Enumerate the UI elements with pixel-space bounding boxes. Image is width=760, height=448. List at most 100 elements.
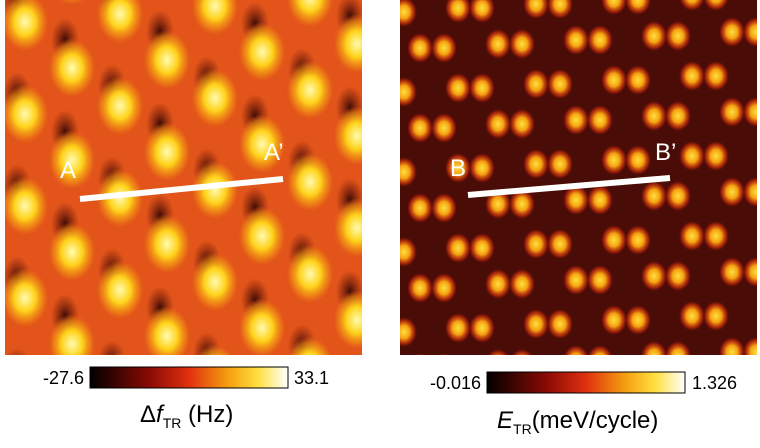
- blob: [469, 153, 495, 183]
- colorbar-min: -27.6: [43, 368, 84, 388]
- blob: [563, 345, 589, 355]
- blob: [601, 0, 627, 15]
- blob: [703, 141, 729, 171]
- blob: [703, 61, 729, 91]
- blob: [445, 393, 471, 423]
- blob: [5, 268, 49, 328]
- blob: [367, 237, 393, 267]
- blob: [238, 114, 286, 174]
- blob: [665, 341, 691, 355]
- blob: [353, 357, 379, 387]
- blob: [407, 193, 433, 223]
- blob: [509, 189, 535, 219]
- image-left: [0, 0, 364, 420]
- unit: (Hz): [181, 401, 233, 428]
- marker: B: [450, 155, 466, 182]
- blob: [0, 322, 1, 382]
- blob: [286, 152, 334, 212]
- blob: [333, 290, 362, 350]
- line-profile: [467, 175, 671, 198]
- blob: [469, 393, 495, 423]
- blob: [601, 225, 627, 255]
- blob: [719, 337, 745, 355]
- blob: [547, 229, 573, 259]
- blob: [625, 0, 651, 15]
- symbol: Δ: [140, 401, 156, 428]
- blob: [587, 345, 613, 355]
- blob: [143, 214, 191, 274]
- blob: [286, 244, 334, 304]
- blob: [196, 344, 234, 355]
- blob: [143, 30, 191, 90]
- blob: [563, 105, 589, 135]
- blob: [0, 138, 1, 198]
- blob: [400, 237, 417, 267]
- blob: [333, 14, 362, 74]
- blob: [5, 176, 49, 236]
- blob: [547, 0, 573, 19]
- colorbar-label: ETR(meV/cycle): [497, 407, 658, 437]
- subscript: TR: [513, 421, 532, 437]
- colorbar-min: -0.016: [430, 373, 481, 393]
- blob: [98, 340, 126, 355]
- blob: [0, 46, 1, 106]
- colorbar: [486, 371, 686, 394]
- blob: [407, 273, 433, 303]
- blob: [563, 265, 589, 295]
- blob: [703, 0, 729, 11]
- blob: [445, 233, 471, 263]
- blob: [743, 337, 757, 355]
- blob: [485, 189, 511, 219]
- blob: [0, 230, 1, 290]
- blob: [437, 353, 451, 355]
- blob: [601, 145, 627, 175]
- colorbar-max: 1.326: [692, 373, 737, 393]
- blob: [367, 0, 393, 27]
- blob: [523, 0, 549, 19]
- blob: [431, 113, 457, 143]
- blob: [391, 397, 417, 427]
- blob: [336, 362, 364, 406]
- blob: [367, 157, 393, 187]
- blob: [587, 185, 613, 215]
- marker: A’: [264, 139, 284, 166]
- blob: [286, 0, 334, 28]
- blob: [48, 38, 96, 98]
- blob: [96, 76, 144, 136]
- blob: [238, 22, 286, 82]
- blob: [485, 29, 511, 59]
- blob: [191, 160, 239, 220]
- blob: [523, 149, 549, 179]
- blob: [719, 177, 745, 207]
- blob: [57, 0, 87, 6]
- blob: [485, 269, 511, 299]
- blob: [445, 0, 471, 23]
- blob: [587, 25, 613, 55]
- blob: [601, 305, 627, 335]
- blob: [719, 17, 745, 47]
- variable: f: [156, 401, 165, 428]
- blob: [329, 357, 355, 387]
- blob: [238, 206, 286, 266]
- blob: [719, 97, 745, 127]
- blob: [641, 21, 667, 51]
- blob: [445, 73, 471, 103]
- blob: [400, 157, 417, 187]
- variable: E: [497, 407, 514, 434]
- blob: [547, 69, 573, 99]
- blob: [485, 109, 511, 139]
- blob: [143, 122, 191, 182]
- blob: [6, 348, 28, 355]
- blob: [679, 301, 705, 331]
- blob: [679, 61, 705, 91]
- blob: [431, 193, 457, 223]
- blob: [1, 360, 49, 420]
- blob: [511, 349, 533, 355]
- blob: [703, 301, 729, 331]
- colorbar: [89, 366, 289, 389]
- blob: [400, 317, 417, 347]
- blob: [469, 0, 495, 23]
- blob: [191, 0, 239, 36]
- blob: [547, 149, 573, 179]
